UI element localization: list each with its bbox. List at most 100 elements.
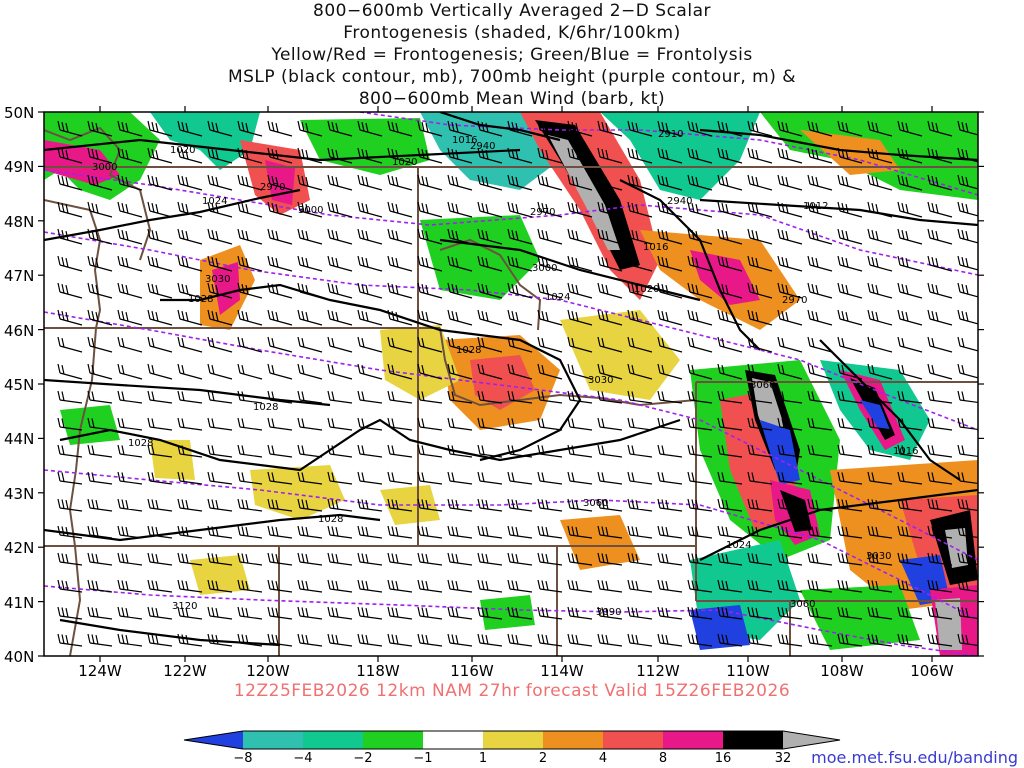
wind-barb — [87, 363, 113, 380]
mslp-label: 1016 — [643, 242, 668, 253]
wind-barb — [957, 282, 978, 298]
wind-barb — [747, 201, 773, 218]
wind-barb — [957, 498, 978, 512]
height-contour-line — [359, 112, 978, 196]
wind-barb — [747, 309, 773, 326]
border-line — [44, 126, 152, 261]
wind-barb — [927, 390, 953, 404]
wind-barb — [387, 552, 413, 566]
wind-barb — [297, 201, 323, 218]
height-label: 3060 — [750, 380, 775, 391]
wind-barb — [927, 309, 953, 326]
wind-barb — [837, 201, 863, 218]
wind-barb — [537, 444, 563, 458]
wind-barb — [807, 336, 833, 353]
wind-barb — [417, 201, 443, 218]
wind-barb — [927, 444, 953, 458]
wind-barb — [747, 444, 773, 458]
lat-label: 42N — [4, 539, 34, 557]
wind-barb — [447, 552, 473, 566]
wind-barb — [267, 228, 293, 245]
wind-barb — [957, 255, 978, 271]
height-label: 3120 — [172, 601, 197, 612]
lat-label: 47N — [4, 267, 34, 285]
wind-barb — [627, 417, 653, 431]
wind-barb — [207, 120, 233, 137]
credit-url[interactable]: moe.met.fsu.edu/banding — [811, 748, 1018, 767]
wind-barb — [747, 282, 773, 299]
mslp-contour-line — [44, 378, 331, 407]
wind-barb — [927, 498, 953, 512]
wind-barb — [657, 228, 683, 245]
wind-barb — [777, 255, 803, 272]
wind-barb — [777, 471, 803, 485]
wind-barb — [237, 606, 263, 620]
wind-barb — [537, 471, 563, 485]
wind-barb — [177, 606, 203, 620]
wind-barb — [897, 498, 923, 512]
wind-barb — [507, 228, 533, 245]
wind-barb — [117, 147, 143, 164]
wind-barb — [477, 282, 503, 299]
colorbar-label: 16 — [715, 751, 732, 766]
lat-label: 40N — [4, 648, 34, 666]
wind-barb — [267, 201, 293, 218]
wind-barb — [297, 147, 323, 164]
wind-barb — [567, 606, 593, 620]
wind-barb — [687, 228, 713, 245]
height-contour-line — [44, 311, 978, 561]
colorbar-swatch — [663, 731, 723, 749]
mslp-label: 1024 — [545, 292, 570, 303]
wind-barb — [687, 309, 713, 326]
wind-barb — [927, 417, 953, 431]
wind-barb — [327, 390, 353, 404]
colorbar-label: −1 — [413, 751, 432, 766]
wind-barb — [147, 228, 173, 245]
wind-barb — [837, 147, 863, 164]
wind-barb — [447, 174, 473, 191]
wind-barb — [297, 228, 323, 245]
wind-barb — [597, 579, 623, 593]
wind-barb — [357, 390, 383, 404]
wind-barb — [417, 525, 443, 539]
wind-barb — [207, 579, 233, 593]
wind-barb — [747, 552, 773, 566]
wind-barb — [687, 147, 713, 164]
lon-label: 116W — [450, 662, 494, 680]
wind-barb — [147, 174, 173, 191]
wind-barb — [777, 174, 803, 191]
wind-barb — [777, 525, 803, 539]
wind-barb — [87, 201, 113, 218]
wind-barb — [717, 174, 743, 191]
wind-barb — [447, 471, 473, 485]
wind-barb — [417, 147, 443, 164]
wind-barb — [657, 336, 683, 353]
wind-barb — [927, 336, 953, 353]
wind-barb — [87, 606, 113, 620]
wind-barb — [567, 498, 593, 512]
wind-barb — [117, 471, 143, 485]
wind-barb — [927, 282, 953, 299]
lon-label: 118W — [356, 662, 400, 680]
wind-barb — [57, 525, 83, 539]
wind-barb — [537, 363, 563, 380]
wind-barb — [357, 201, 383, 218]
wind-barb — [237, 255, 263, 272]
wind-barb — [207, 498, 233, 512]
wind-barb — [927, 120, 953, 137]
wind-barb — [567, 147, 593, 164]
colorbar-label: 1 — [479, 751, 487, 766]
wind-barb — [807, 417, 833, 431]
wind-barb — [957, 336, 978, 352]
wind-barb — [237, 336, 263, 353]
wind-barb — [927, 552, 953, 566]
wind-barb — [447, 390, 473, 404]
wind-barb — [807, 606, 833, 620]
wind-barb — [237, 228, 263, 245]
colorbar-swatch — [483, 731, 543, 749]
wind-barb — [57, 201, 83, 218]
wind-barb — [597, 525, 623, 539]
wind-barb — [927, 633, 953, 647]
wind-barb — [567, 552, 593, 566]
